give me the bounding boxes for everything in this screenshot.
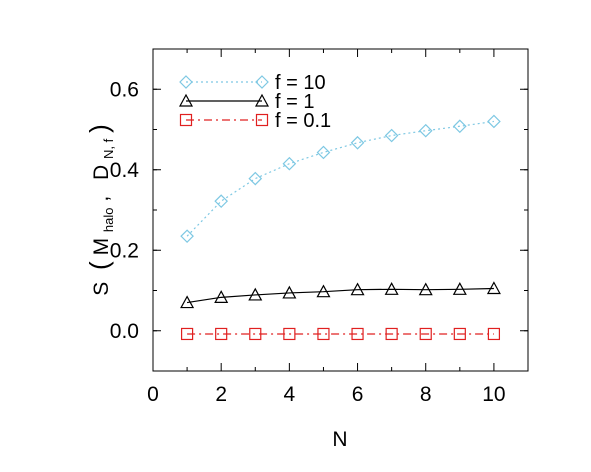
data-point [248, 287, 263, 301]
data-point [316, 284, 331, 298]
data-point [180, 229, 194, 244]
data-point [214, 194, 229, 208]
x-axis-label: N [332, 428, 347, 451]
x-tick-label: 4 [284, 383, 296, 406]
legend-marker [255, 75, 269, 89]
data-point [351, 327, 364, 341]
data-point [419, 327, 432, 341]
y-tick-label: 0.6 [110, 78, 139, 101]
data-point [350, 282, 365, 296]
svg-text:S ( M halo: S ( M halo , D N, f ) [84, 124, 118, 296]
series-1 [180, 281, 501, 309]
legend-marker [179, 75, 193, 89]
data-point [452, 119, 467, 134]
data-point [248, 171, 263, 186]
x-tick-label: 8 [420, 383, 432, 406]
legend-entry-1: f = 1 [178, 91, 314, 113]
data-point [453, 327, 466, 341]
data-point [180, 295, 195, 309]
legend-marker [179, 113, 193, 127]
data-point [180, 327, 194, 341]
data-point [487, 114, 501, 129]
data-point [487, 327, 501, 341]
data-point [385, 327, 398, 341]
series-line [186, 287, 494, 304]
x-tick-label: 0 [147, 383, 159, 406]
x-tick-label: 10 [482, 383, 505, 406]
data-point [452, 282, 467, 295]
y-axis-label-sub2: N, f [101, 138, 116, 159]
legend-marker [255, 113, 269, 127]
legend-marker [178, 93, 194, 107]
legend-marker [254, 93, 270, 107]
y-tick-label: 0.0 [110, 320, 139, 343]
data-point [418, 123, 433, 138]
data-point [249, 327, 262, 341]
y-axis-label-main: S [90, 282, 113, 296]
series-2 [180, 327, 501, 341]
legend-label: f = 10 [275, 72, 326, 94]
y-axis-label-sub1: halo [101, 208, 116, 233]
data-point [214, 290, 229, 303]
data-point [316, 145, 331, 160]
legend-label: f = 0.1 [275, 110, 331, 132]
data-point [384, 128, 399, 143]
legend: f = 10f = 1f = 0.1 [178, 72, 331, 132]
data-point [350, 135, 365, 150]
series-line [186, 120, 494, 237]
data-point [215, 327, 228, 341]
legend-label: f = 1 [275, 91, 314, 113]
series-0 [180, 114, 501, 244]
data-point [282, 156, 297, 171]
data-point [283, 327, 296, 341]
data-point [384, 282, 399, 295]
y-tick-label: 0.2 [110, 239, 139, 262]
data-point [418, 282, 433, 296]
data-point [282, 285, 297, 299]
x-tick-label: 6 [352, 383, 364, 406]
legend-entry-2: f = 0.1 [179, 110, 331, 132]
x-tick-label: 2 [215, 383, 227, 406]
y-tick-label: 0.4 [110, 159, 140, 182]
series-layer [180, 114, 501, 341]
axis-ticks: 0 2 4 6 8 10 0.0 0.2 0.4 0.6 [110, 48, 529, 406]
data-point [486, 281, 501, 295]
legend-entry-0: f = 10 [179, 72, 326, 94]
plot-frame [152, 48, 529, 372]
y-axis-label: S ( M halo , D N, f ) [84, 124, 118, 296]
data-point [317, 327, 330, 341]
